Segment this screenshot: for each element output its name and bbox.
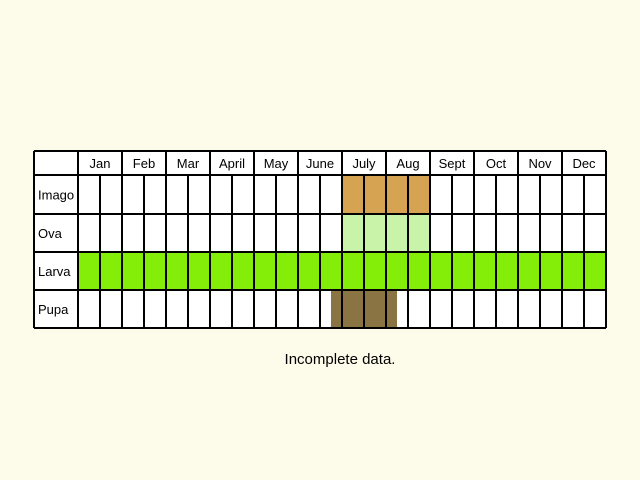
stage-label-ova: Ova <box>38 226 63 241</box>
month-label-june: June <box>306 156 334 171</box>
chart-caption: Incomplete data. <box>284 351 396 368</box>
month-label-aug: Aug <box>396 156 419 171</box>
month-label-feb: Feb <box>133 156 155 171</box>
month-label-oct: Oct <box>486 156 507 171</box>
month-label-sept: Sept <box>439 156 466 171</box>
stage-label-imago: Imago <box>38 188 74 203</box>
month-label-jan: Jan <box>90 156 111 171</box>
month-label-mar: Mar <box>177 156 200 171</box>
stage-label-pupa: Pupa <box>38 302 69 317</box>
stage-label-larva: Larva <box>38 264 71 279</box>
month-label-nov: Nov <box>528 156 552 171</box>
month-label-april: April <box>219 156 245 171</box>
month-label-may: May <box>264 156 289 171</box>
month-label-july: July <box>352 156 376 171</box>
month-label-dec: Dec <box>572 156 596 171</box>
